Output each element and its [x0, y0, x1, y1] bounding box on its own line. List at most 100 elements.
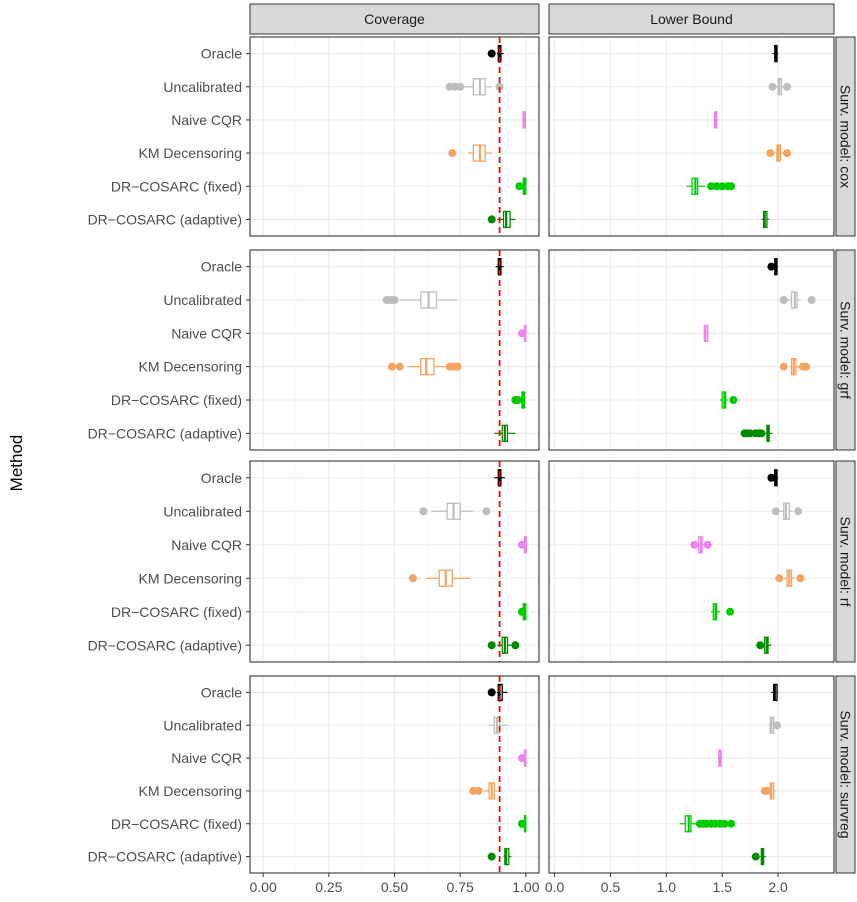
box-km-decensoring: [387, 358, 462, 376]
outlier-point: [727, 182, 736, 191]
panel-surv-model-survreg-coverage: [249, 675, 540, 874]
outlier-point: [482, 507, 491, 516]
box-km-decensoring: [469, 782, 497, 800]
x-tick-label-lower-bound: 2.0: [768, 879, 788, 895]
box-dr-cosarc-adaptive: [751, 847, 766, 866]
outlier-point: [771, 507, 780, 516]
box-dr-cosarc-adaptive: [494, 424, 516, 442]
outlier-point: [779, 362, 788, 371]
row-strip-label-surv-model-rf: Surv. model: rf: [838, 517, 854, 607]
box-dr-cosarc-fixed: [711, 603, 735, 621]
box-naive-cqr: [517, 324, 527, 342]
x-tick-label-lower-bound: 1.0: [657, 879, 677, 895]
panel-surv-model-survreg-lower-bound: [548, 675, 835, 874]
outlier-point: [718, 182, 727, 191]
category-label-dr-cosarc-adaptive: DR−COSARC (adaptive): [88, 637, 242, 653]
outlier-point: [720, 819, 729, 828]
outlier-point: [517, 540, 526, 549]
outlier-point: [767, 262, 776, 271]
panel-surv-model-cox-lower-bound: [548, 36, 835, 237]
outlier-point: [395, 362, 404, 371]
box-dr-cosarc-fixed: [686, 177, 736, 195]
outlier-point: [783, 82, 792, 91]
outlier-point: [766, 149, 775, 158]
outlier-point: [408, 574, 417, 583]
outlier-point: [762, 786, 771, 795]
outlier-point: [751, 852, 760, 861]
box-km-decensoring: [766, 144, 792, 162]
box-dr-cosarc-fixed: [511, 391, 526, 409]
box-uncalibrated: [419, 502, 491, 520]
column-strip-coverage: [249, 3, 540, 35]
box-dr-cosarc-adaptive: [487, 636, 520, 654]
panel-background: [549, 461, 834, 662]
outlier-point: [390, 296, 399, 304]
outlier-point: [517, 607, 526, 616]
box-km-decensoring: [760, 782, 776, 800]
panel-surv-model-cox-coverage: [249, 36, 540, 237]
category-label-uncalibrated: Uncalibrated: [163, 717, 242, 733]
box-dr-cosarc-fixed: [517, 603, 527, 621]
x-tick-label-coverage: 0.25: [315, 879, 342, 895]
box-dr-cosarc-fixed: [679, 815, 736, 833]
category-label-oracle: Oracle: [201, 259, 242, 275]
row-strip-surv-model-rf: [835, 460, 856, 663]
row-strip-surv-model-survreg: [835, 675, 856, 874]
column-strip-label-coverage: Coverage: [364, 11, 425, 27]
box-uncalibrated: [382, 291, 458, 309]
row-strip-label-surv-model-grf: Surv. model: grf: [838, 301, 854, 399]
category-label-oracle: Oracle: [201, 684, 242, 700]
outlier-point: [513, 396, 522, 404]
box-uncalibrated: [768, 78, 792, 96]
box-uncalibrated: [779, 291, 816, 309]
row-strips: Surv. model: cox Surv. model: grf Surv. mo…: [835, 36, 856, 874]
outlier-point: [775, 574, 784, 583]
column-strip-lower-bound: [548, 3, 835, 35]
category-label-dr-cosarc-adaptive: DR−COSARC (adaptive): [88, 849, 242, 865]
box-dr-cosarc-adaptive: [487, 847, 512, 866]
box-km-decensoring: [408, 569, 471, 587]
panel-background: [549, 250, 834, 450]
outlier-point: [511, 641, 520, 650]
category-label-dr-cosarc-adaptive: DR−COSARC (adaptive): [88, 211, 242, 227]
x-tick-label-coverage: 0.75: [447, 879, 474, 895]
x-tick-label-lower-bound: 1.5: [713, 879, 733, 895]
category-label-naive-cqr: Naive CQR: [171, 750, 242, 766]
box-naive-cqr: [517, 536, 527, 554]
outlier-point: [448, 149, 457, 158]
outlier-point: [517, 754, 526, 763]
box-dr-cosarc-adaptive: [487, 210, 516, 229]
outlier-point: [487, 215, 496, 224]
outlier-point: [756, 641, 765, 650]
box-uncalibrated: [769, 716, 781, 734]
panel-border: [548, 460, 835, 663]
column-strips: Coverage Lower Bound: [249, 3, 835, 35]
panel-surv-model-rf-lower-bound: [548, 460, 835, 663]
outlier-point: [474, 786, 483, 795]
box-oracle: [772, 44, 779, 63]
category-label-oracle: Oracle: [201, 470, 242, 486]
box-dr-cosarc-adaptive: [740, 424, 773, 442]
box-oracle: [767, 469, 779, 487]
outlier-point: [712, 182, 721, 191]
outlier-point: [690, 540, 699, 549]
category-label-dr-cosarc-fixed: DR−COSARC (fixed): [111, 392, 242, 408]
outlier-point: [726, 607, 735, 616]
box-km-decensoring: [779, 358, 811, 376]
x-axes: 0.00 0.25 0.50 0.75 1.00 0.0 0.5 1.0 1.5 2.0: [250, 873, 788, 895]
x-tick-label-lower-bound: 0.5: [601, 879, 621, 895]
box-oracle: [771, 683, 779, 702]
box-uncalibrated: [445, 78, 504, 96]
outlier-point: [757, 429, 766, 438]
box-dr-cosarc-adaptive: [761, 210, 770, 229]
outlier-point: [517, 819, 526, 828]
panel-border: [548, 36, 835, 237]
box-iqr: [420, 358, 435, 376]
panel-border: [249, 36, 540, 237]
outlier-point: [515, 182, 524, 191]
category-label-km-decensoring: KM Decensoring: [139, 570, 243, 586]
outlier-point: [767, 473, 776, 482]
box-oracle: [767, 258, 779, 276]
box-naive-cqr: [521, 111, 526, 129]
box-km-decensoring: [448, 144, 492, 162]
